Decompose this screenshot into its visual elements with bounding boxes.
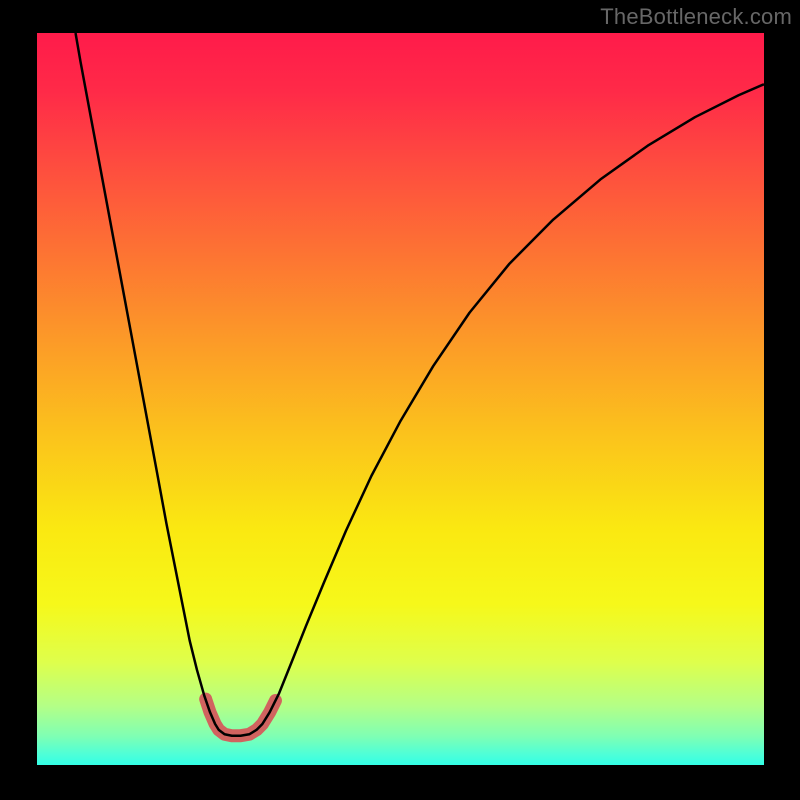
chart-container: TheBottleneck.com: [0, 0, 800, 800]
gradient-background: [37, 33, 764, 765]
plot-svg: [37, 33, 764, 765]
plot-area: [37, 33, 764, 765]
watermark-text: TheBottleneck.com: [600, 4, 792, 30]
